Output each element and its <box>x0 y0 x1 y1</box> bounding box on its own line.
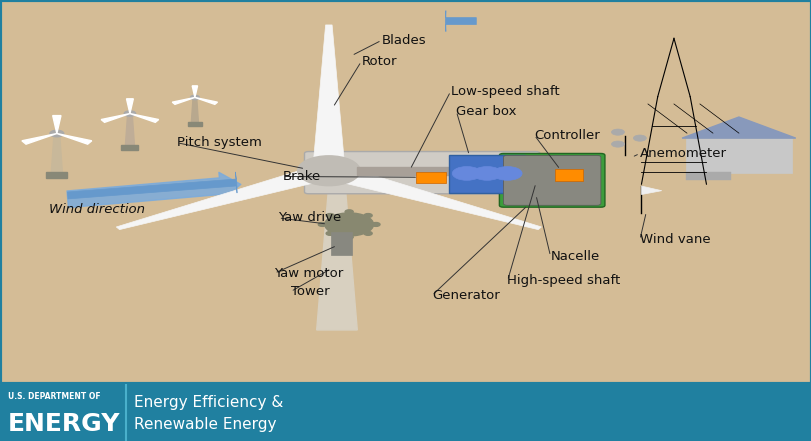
Polygon shape <box>57 134 92 144</box>
Text: Rotor: Rotor <box>361 55 397 68</box>
Circle shape <box>452 167 481 180</box>
FancyBboxPatch shape <box>555 169 582 181</box>
Circle shape <box>345 210 353 214</box>
Bar <box>331 232 351 255</box>
Polygon shape <box>191 97 198 123</box>
Text: Pitch system: Pitch system <box>177 136 262 149</box>
Polygon shape <box>316 184 357 330</box>
Polygon shape <box>172 97 195 105</box>
Bar <box>357 167 454 175</box>
Text: Wind direction: Wind direction <box>49 202 144 216</box>
Text: Generator: Generator <box>431 289 499 302</box>
Circle shape <box>611 141 624 147</box>
Text: Energy Efficiency &: Energy Efficiency & <box>134 395 283 410</box>
FancyBboxPatch shape <box>499 153 604 207</box>
Polygon shape <box>681 117 795 138</box>
Text: Gear box: Gear box <box>456 105 517 118</box>
Circle shape <box>611 129 624 135</box>
FancyBboxPatch shape <box>304 152 539 194</box>
Polygon shape <box>53 116 61 134</box>
Bar <box>122 145 138 150</box>
Polygon shape <box>116 164 337 230</box>
Polygon shape <box>22 134 57 144</box>
Circle shape <box>371 223 380 226</box>
Text: Yaw motor: Yaw motor <box>274 267 343 280</box>
Text: Wind vane: Wind vane <box>639 233 710 246</box>
Circle shape <box>326 213 334 217</box>
Circle shape <box>363 213 371 217</box>
Circle shape <box>633 135 646 141</box>
Polygon shape <box>641 186 661 194</box>
Circle shape <box>324 213 373 236</box>
Text: High-speed shaft: High-speed shaft <box>507 274 620 288</box>
Circle shape <box>326 232 334 235</box>
Polygon shape <box>125 114 135 146</box>
Text: Renewable Energy: Renewable Energy <box>134 418 276 433</box>
Polygon shape <box>130 114 158 122</box>
Text: Controller: Controller <box>534 129 599 142</box>
Circle shape <box>190 95 200 100</box>
Circle shape <box>345 235 353 239</box>
Circle shape <box>492 167 521 180</box>
Text: Brake: Brake <box>282 170 320 183</box>
Text: Yaw drive: Yaw drive <box>278 211 341 224</box>
Circle shape <box>50 130 64 137</box>
Polygon shape <box>101 114 130 122</box>
FancyArrowPatch shape <box>67 172 241 208</box>
Circle shape <box>298 156 359 185</box>
Bar <box>46 172 67 178</box>
Text: Nacelle: Nacelle <box>550 250 599 263</box>
Bar <box>523 176 588 183</box>
Text: U.S. DEPARTMENT OF: U.S. DEPARTMENT OF <box>8 392 101 401</box>
Circle shape <box>318 223 326 226</box>
Text: Low-speed shaft: Low-speed shaft <box>450 85 559 98</box>
Polygon shape <box>195 97 217 105</box>
Text: Anemometer: Anemometer <box>639 147 726 160</box>
Polygon shape <box>127 99 133 114</box>
Polygon shape <box>312 25 345 171</box>
Text: Tower: Tower <box>290 285 329 298</box>
Bar <box>188 122 201 126</box>
Circle shape <box>472 167 501 180</box>
Polygon shape <box>320 164 541 230</box>
Bar <box>685 138 791 172</box>
Text: Blades: Blades <box>381 34 426 47</box>
FancyBboxPatch shape <box>503 155 600 205</box>
Bar <box>685 172 730 180</box>
FancyBboxPatch shape <box>415 172 445 183</box>
Circle shape <box>124 111 135 116</box>
Polygon shape <box>192 86 197 97</box>
Polygon shape <box>51 134 62 172</box>
FancyBboxPatch shape <box>448 155 525 193</box>
Circle shape <box>363 232 371 235</box>
Text: ENERGY: ENERGY <box>8 412 121 436</box>
